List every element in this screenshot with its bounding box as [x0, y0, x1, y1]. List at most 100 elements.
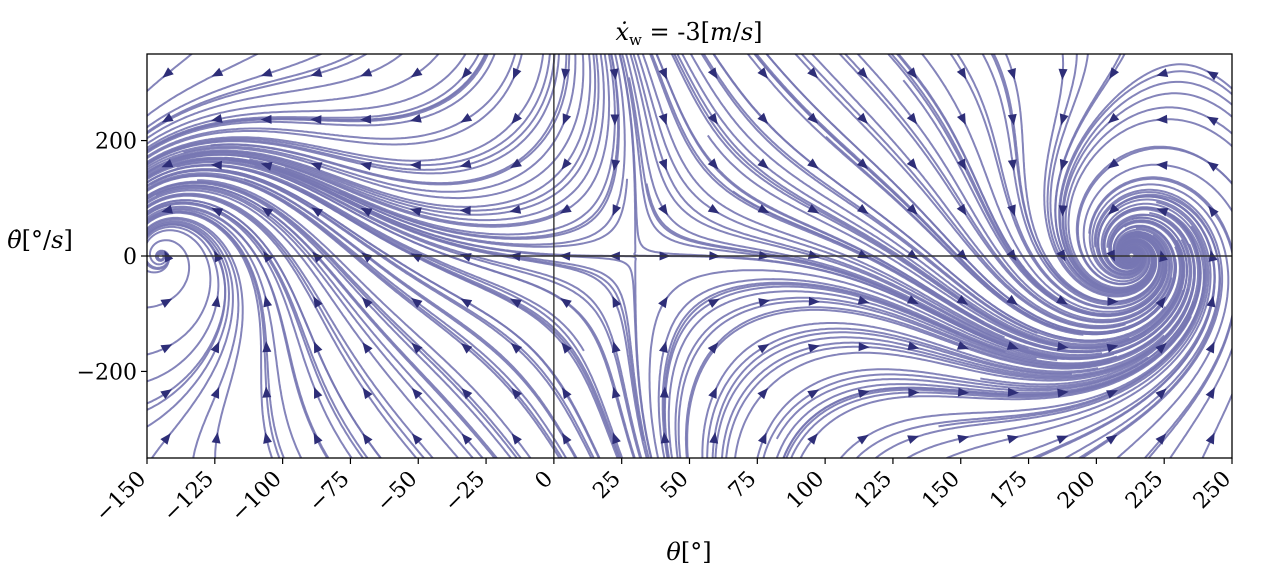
streamline — [147, 218, 240, 458]
stream-arrow — [808, 296, 820, 306]
streamline — [147, 187, 475, 458]
stream-arrow — [460, 113, 473, 123]
streamline — [147, 160, 642, 458]
streamline — [701, 322, 1099, 458]
streamline — [147, 54, 487, 153]
stream-arrow — [360, 114, 372, 124]
stream-arrow — [658, 158, 668, 171]
stream-arrow — [807, 389, 820, 399]
stream-arrow — [1205, 387, 1215, 400]
stream-arrow — [362, 342, 373, 354]
stream-arrow — [611, 159, 621, 171]
stream-arrow — [313, 432, 323, 445]
stream-arrow — [162, 67, 174, 78]
x-tick-label: 0 — [531, 467, 559, 495]
streamline — [667, 238, 1191, 458]
stream-arrow — [807, 112, 819, 124]
streamline — [147, 221, 231, 428]
stream-arrow — [1059, 113, 1069, 126]
stream-arrow — [210, 160, 222, 170]
streamline — [725, 243, 1196, 458]
stream-arrow — [310, 68, 323, 77]
streamline — [168, 54, 592, 208]
stream-arrow — [311, 207, 323, 217]
streamline — [1201, 392, 1232, 458]
y-axis-ticks: −200 0 200 — [77, 130, 147, 385]
streamline — [147, 208, 303, 458]
streamline — [1088, 176, 1232, 458]
streamline — [625, 54, 1052, 357]
stream-arrow — [461, 67, 473, 79]
x-tick-label: 150 — [918, 467, 965, 514]
stream-arrow — [1108, 203, 1120, 215]
stream-arrow — [609, 68, 619, 80]
streamline — [874, 225, 1208, 458]
stream-arrow — [461, 433, 473, 445]
stream-arrow — [263, 432, 272, 444]
stream-arrow — [262, 341, 272, 353]
stream-arrow — [459, 253, 472, 262]
stream-arrow — [658, 67, 667, 80]
stream-arrow — [757, 204, 770, 214]
streamline — [1075, 145, 1232, 286]
x-axis-ticks: −150 −125 −100 −75 −50 −25 0 25 50 75 100 125 150 175… — [91, 458, 1236, 527]
reference-lines — [147, 54, 1232, 458]
streamline — [254, 164, 643, 458]
stream-arrow — [160, 298, 173, 308]
stream-arrow — [210, 114, 223, 123]
streamline — [224, 54, 626, 246]
streamline — [147, 54, 467, 150]
stream-arrows — [160, 67, 1219, 445]
streamline — [147, 54, 480, 152]
stream-arrow — [561, 158, 572, 170]
y-tick-label: −200 — [77, 360, 137, 385]
stream-arrow — [1206, 116, 1219, 126]
stream-arrow — [707, 204, 720, 214]
stream-arrow — [1006, 249, 1017, 261]
stream-arrow — [906, 295, 919, 305]
stream-arrow — [956, 203, 967, 216]
streamline — [147, 193, 426, 458]
streamline — [147, 54, 496, 155]
stream-arrow — [857, 295, 870, 305]
stream-arrow — [510, 342, 523, 354]
x-tick-label: −75 — [304, 467, 355, 518]
stream-arrow — [906, 158, 918, 170]
streamline — [147, 211, 274, 458]
stream-arrow — [411, 342, 423, 354]
stream-arrow — [611, 341, 621, 354]
streamline — [810, 54, 1174, 327]
stream-arrow — [1106, 390, 1119, 399]
stream-arrow — [906, 112, 918, 125]
stream-arrow — [857, 389, 870, 399]
stream-arrow — [211, 295, 221, 308]
stream-arrow — [807, 433, 818, 445]
stream-arrow — [360, 68, 373, 77]
stream-arrow — [409, 207, 422, 217]
stream-arrow — [262, 386, 272, 398]
stream-arrow — [261, 207, 274, 218]
stream-arrow — [957, 434, 970, 444]
x-tick-label: 25 — [588, 467, 625, 504]
stream-arrow — [1006, 341, 1019, 350]
stream-arrow — [857, 67, 868, 79]
stream-arrow — [1007, 113, 1017, 126]
streamline — [147, 229, 212, 356]
x-tick-label: −150 — [91, 467, 151, 527]
stream-arrow — [808, 343, 820, 353]
streamline — [677, 288, 1190, 458]
streamline — [147, 194, 418, 458]
stream-arrow — [856, 112, 868, 124]
stream-arrow — [956, 158, 966, 171]
stream-arrow — [1156, 68, 1169, 78]
stream-arrow — [210, 386, 220, 399]
stream-arrow — [659, 341, 668, 353]
streamline — [838, 54, 1172, 324]
y-tick-label: 0 — [123, 245, 137, 270]
stream-arrow — [1206, 71, 1219, 81]
streamline — [706, 327, 1165, 458]
streamline — [147, 239, 191, 309]
streamline — [284, 54, 616, 236]
streamline — [150, 169, 593, 458]
